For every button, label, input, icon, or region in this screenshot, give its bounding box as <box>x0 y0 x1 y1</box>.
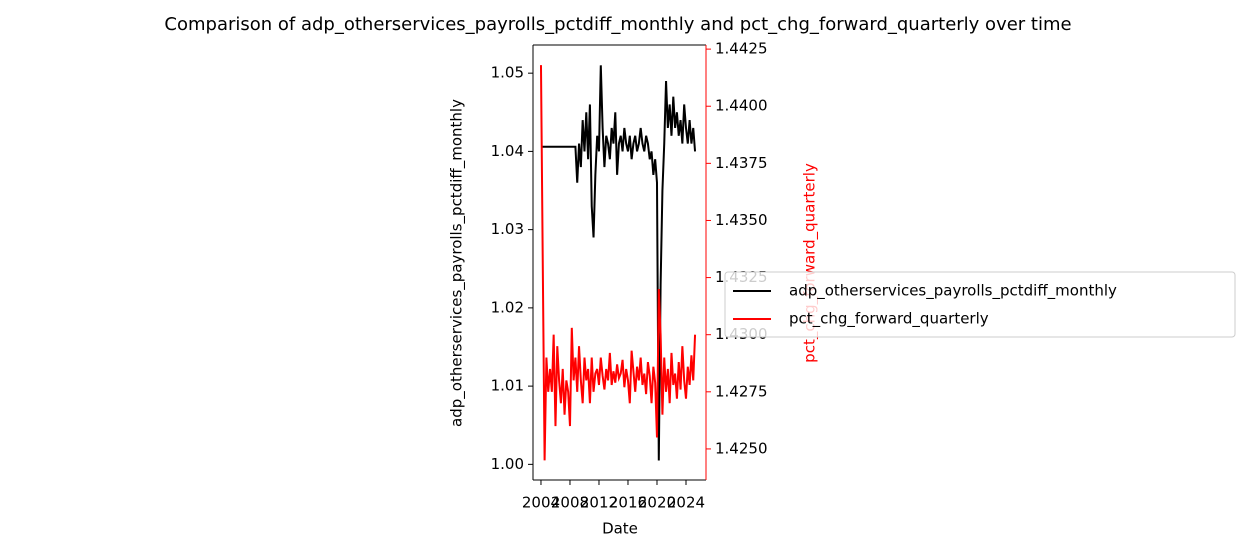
y-tick-label: 1.05 <box>491 64 524 82</box>
y2-tick-label: 1.4425 <box>715 40 768 58</box>
y-tick-label: 1.02 <box>491 298 524 316</box>
y-tick-label: 1.01 <box>491 377 524 395</box>
legend-label: pct_chg_forward_quarterly <box>789 310 989 329</box>
x-tick-label: 2024 <box>667 494 705 512</box>
x-tick-label: 2012 <box>580 494 618 512</box>
chart-title: Comparison of adp_otherservices_payrolls… <box>164 14 1071 35</box>
y-tick-label: 1.04 <box>491 142 524 160</box>
y2-tick-label: 1.4275 <box>715 382 768 400</box>
x-tick-label: 2020 <box>638 494 676 512</box>
y-tick-label: 1.00 <box>491 455 524 473</box>
y2-tick-label: 1.4375 <box>715 154 768 172</box>
y-tick-label: 1.03 <box>491 220 524 238</box>
x-axis-label: Date <box>602 520 638 538</box>
y2-tick-label: 1.4350 <box>715 211 768 229</box>
data-line <box>540 65 697 461</box>
legend-box <box>724 271 1236 338</box>
y2-tick-label: 1.4400 <box>715 97 768 115</box>
x-tick-label: 2016 <box>609 494 647 512</box>
y2-tick-label: 1.4250 <box>715 439 768 457</box>
legend-label: adp_otherservices_payrolls_pctdiff_month… <box>789 282 1117 301</box>
data-line <box>539 65 697 461</box>
x-tick-label: 2008 <box>551 494 589 512</box>
x-tick-label: 2004 <box>522 494 560 512</box>
y-axis-label: adp_otherservices_payrolls_pctdiff_month… <box>448 99 467 427</box>
